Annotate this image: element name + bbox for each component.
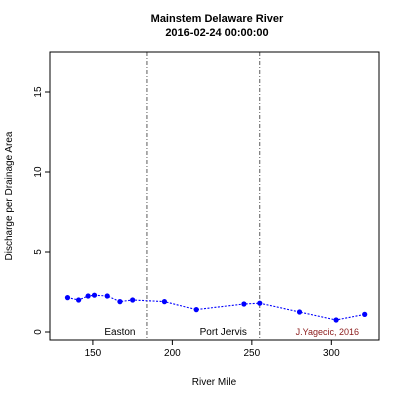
x-tick-label: 300 (323, 348, 340, 359)
data-point (161, 299, 168, 305)
data-point (91, 292, 98, 298)
series-line (67, 294, 365, 321)
data-point (64, 295, 71, 301)
y-axis: 0 5 10 15 (33, 86, 50, 335)
data-point (241, 301, 247, 307)
data-point (362, 311, 368, 317)
plot-frame (49, 51, 380, 341)
chart-title: Mainstem Delaware River (151, 13, 284, 25)
x-axis: 150 200 250 300 (85, 340, 340, 359)
x-tick-label: 150 (85, 348, 102, 359)
reference-line-label: Easton (104, 327, 135, 338)
y-tick-label: 15 (33, 86, 44, 98)
y-tick-label: 10 (33, 166, 44, 178)
data-point (193, 307, 199, 313)
credit-label: J.Yagecic, 2016 (296, 327, 359, 337)
data-point (333, 317, 339, 323)
data-point (85, 293, 91, 299)
y-tick-label: 5 (33, 249, 44, 255)
chart-subtitle: 2016-02-24 00:00:00 (165, 27, 268, 39)
data-point (257, 300, 263, 306)
x-axis-label: River Mile (192, 377, 237, 388)
data-point (296, 309, 303, 315)
data-point (76, 297, 82, 303)
data-point (117, 299, 123, 305)
reference-lines (146, 52, 261, 340)
y-tick-label: 0 (33, 329, 44, 335)
series-layer (64, 292, 368, 323)
x-tick-label: 250 (244, 348, 261, 359)
annotations: Easton Port Jervis J.Yagecic, 2016 (104, 327, 359, 338)
data-point (130, 297, 136, 303)
y-axis-label: Discharge per Drainage Area (4, 131, 15, 260)
x-tick-label: 200 (164, 348, 181, 359)
data-point (104, 293, 110, 299)
reference-line-label: Port Jervis (200, 327, 247, 338)
